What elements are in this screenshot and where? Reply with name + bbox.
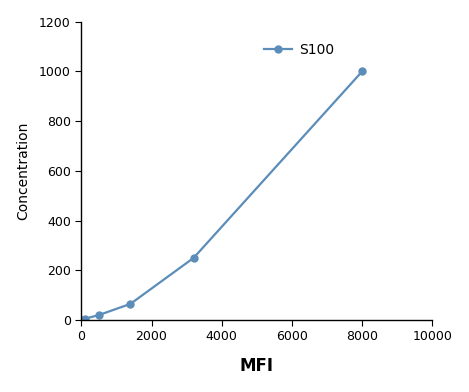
S100 [359,69,365,74]
Y-axis label: Concentration: Concentration [17,122,30,220]
X-axis label: MFI: MFI [240,358,274,375]
S100 [128,301,133,306]
S100 [78,318,84,322]
S100 [191,256,197,260]
Legend: S100: S100 [258,38,340,63]
S100 [82,316,88,321]
S100 [96,313,102,318]
Line: S100: S100 [78,68,366,323]
